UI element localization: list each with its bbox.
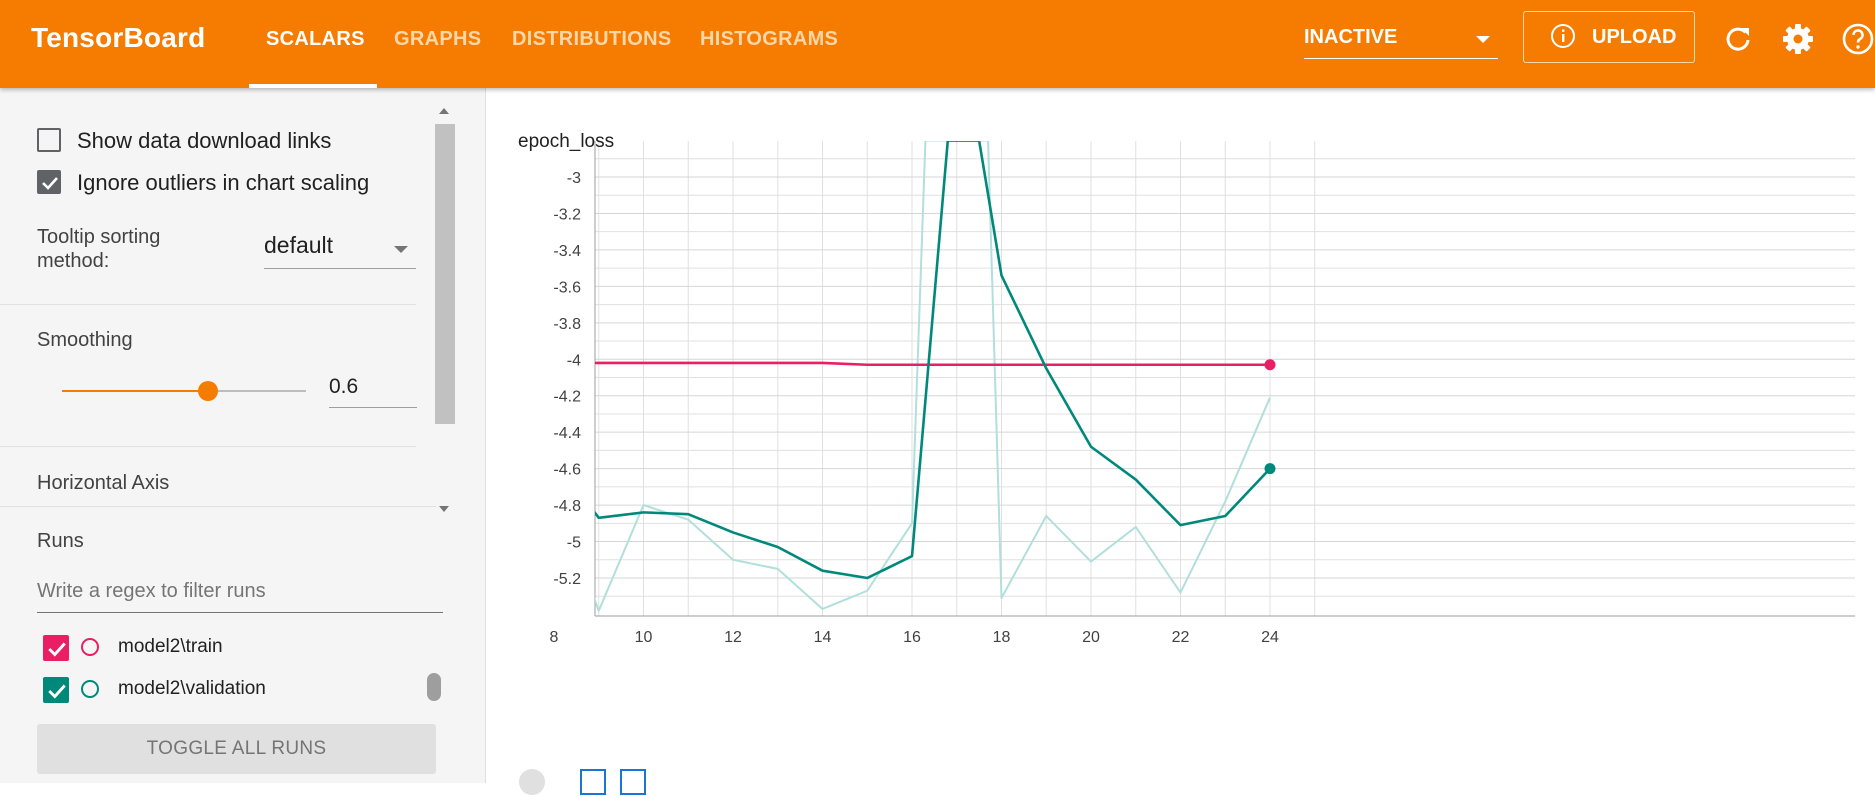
- y-tick-label: -5: [567, 535, 581, 552]
- check-icon: [48, 684, 66, 699]
- settings-scrollbar[interactable]: [433, 102, 455, 512]
- settings-icon[interactable]: [1781, 22, 1815, 56]
- log-scale-icon[interactable]: [579, 768, 607, 796]
- show-download-links-label: Show data download links: [77, 128, 332, 153]
- scroll-down-icon[interactable]: [439, 506, 449, 512]
- y-tick-label: -4: [567, 352, 581, 369]
- run-validation-label: model2\validation: [118, 678, 266, 699]
- series-line-raw-validation: [595, 141, 1271, 612]
- runs-filter-placeholder: Write a regex to filter runs: [37, 580, 266, 602]
- refresh-icon[interactable]: [1721, 22, 1755, 56]
- x-tick-label: 14: [814, 629, 832, 646]
- scroll-up-icon[interactable]: [439, 108, 449, 114]
- y-tick-label: -3.8: [553, 316, 581, 333]
- upload-button[interactable]: UPLOAD: [1523, 11, 1695, 63]
- app-title: TensorBoard: [31, 22, 206, 53]
- run-validation-checkbox[interactable]: [43, 677, 69, 703]
- smoothing-value: 0.6: [329, 375, 359, 398]
- y-tick-label: -5.2: [553, 571, 581, 588]
- y-tick-label: -3: [567, 170, 581, 187]
- smoothing-label: Smoothing: [37, 329, 133, 351]
- toggle-all-runs-button[interactable]: TOGGLE ALL RUNS: [37, 724, 436, 774]
- show-download-links-checkbox[interactable]: [37, 128, 61, 152]
- expand-chart-icon[interactable]: [518, 768, 546, 796]
- x-tick-label: 10: [635, 629, 653, 646]
- smoothing-slider[interactable]: [62, 381, 306, 401]
- fit-domain-icon[interactable]: [619, 768, 647, 796]
- series-endpoint-smoothed-train: [1264, 359, 1276, 371]
- tab-distributions[interactable]: DISTRIBUTIONS: [512, 28, 672, 50]
- ignore-outliers-label: Ignore outliers in chart scaling: [77, 170, 370, 195]
- tooltip-sorting-value: default: [264, 232, 334, 258]
- tab-histograms[interactable]: HISTOGRAMS: [700, 28, 839, 50]
- runs-label: Runs: [37, 530, 84, 552]
- x-tick-label: 24: [1261, 629, 1279, 646]
- series-endpoint-smoothed-validation: [1264, 463, 1276, 475]
- y-tick-label: -4.8: [553, 498, 581, 515]
- divider: [0, 506, 436, 507]
- tab-scalars[interactable]: SCALARS: [266, 28, 365, 50]
- run-train-color-icon[interactable]: [81, 638, 99, 656]
- main-content: 024681012141618202224-3-3.2-3.4-3.6-3.8-…: [487, 88, 1875, 795]
- settings-scrollbar-thumb[interactable]: [435, 124, 455, 424]
- check-icon: [48, 642, 66, 657]
- epoch-loss-chart[interactable]: 024681012141618202224-3-3.2-3.4-3.6-3.8-…: [487, 88, 1875, 783]
- run-train-checkbox[interactable]: [43, 635, 69, 661]
- smoothing-slider-thumb[interactable]: [198, 381, 219, 401]
- runs-scrollbar-thumb[interactable]: [427, 673, 441, 701]
- chevron-down-icon: [1476, 36, 1490, 43]
- series-line-smoothed-validation: [595, 141, 1271, 580]
- inactive-plugins-dropdown[interactable]: INACTIVE: [1304, 26, 1498, 59]
- smoothing-slider-fill: [62, 390, 209, 392]
- y-tick-label: -4.2: [553, 389, 581, 406]
- x-tick-label: 16: [903, 629, 921, 646]
- upload-label: UPLOAD: [1592, 26, 1677, 48]
- info-icon: [1551, 24, 1575, 48]
- chevron-down-icon: [394, 246, 408, 253]
- run-train-label: model2\train: [118, 636, 223, 657]
- tab-graphs[interactable]: GRAPHS: [394, 28, 482, 50]
- chart-title: epoch_loss: [518, 131, 615, 152]
- divider: [0, 304, 416, 305]
- y-tick-label: -4.4: [553, 425, 581, 442]
- ignore-outliers-checkbox[interactable]: [37, 170, 61, 194]
- help-icon[interactable]: [1841, 22, 1875, 56]
- runs-filter-input[interactable]: Write a regex to filter runs: [37, 574, 443, 613]
- active-tab-indicator: [249, 84, 377, 88]
- y-tick-label: -4.6: [553, 462, 581, 479]
- y-tick-label: -3.2: [553, 206, 581, 223]
- tooltip-sorting-label: Tooltip sorting method:: [37, 226, 161, 272]
- x-tick-label: 18: [993, 629, 1011, 646]
- inactive-plugins-value: INACTIVE: [1304, 26, 1398, 48]
- y-tick-label: -3.4: [553, 243, 581, 260]
- series-line-smoothed-train: [595, 361, 1270, 367]
- run-validation-color-icon[interactable]: [81, 680, 99, 698]
- divider: [0, 446, 416, 447]
- x-tick-label: 22: [1172, 629, 1190, 646]
- top-app-bar: TensorBoard SCALARS GRAPHS DISTRIBUTIONS…: [0, 0, 1875, 88]
- horizontal-axis-label: Horizontal Axis: [37, 472, 170, 494]
- sidebar: Show data download links Ignore outliers…: [0, 88, 486, 783]
- y-tick-label: -3.6: [553, 279, 581, 296]
- smoothing-value-input[interactable]: 0.6: [329, 375, 417, 408]
- x-tick-label: 12: [724, 629, 742, 646]
- check-icon: [42, 177, 58, 190]
- tooltip-sorting-select[interactable]: default: [264, 232, 416, 269]
- x-tick-label: 20: [1082, 629, 1100, 646]
- x-tick-label: 8: [550, 629, 559, 646]
